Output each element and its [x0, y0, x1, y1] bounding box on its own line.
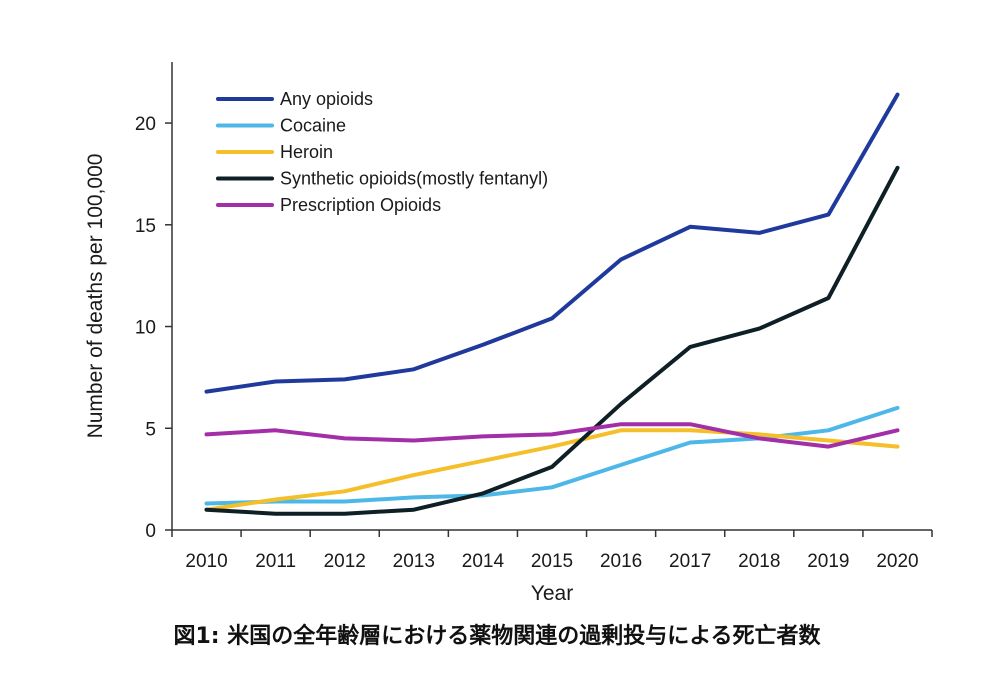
x-tick-label: 2016: [600, 551, 642, 572]
legend-label-4: Prescription Opioids: [280, 195, 441, 215]
series-line-4: [204, 422, 900, 449]
x-tick-label: 2014: [462, 551, 505, 572]
series-line-1: [204, 405, 900, 506]
x-tick-label: 2015: [531, 551, 573, 572]
x-tick-label: 2013: [393, 551, 435, 572]
x-tick-label: 2011: [255, 551, 296, 572]
series-line-3: [204, 165, 900, 516]
legend-label-1: Cocaine: [280, 116, 346, 136]
legend-label-0: Any opioids: [280, 89, 373, 109]
x-axis-title: Year: [531, 582, 573, 605]
y-tick-label: 5: [145, 419, 156, 440]
chart-series: [204, 92, 900, 516]
x-tick-label: 2018: [738, 551, 780, 572]
legend-label-3: Synthetic opioids(mostly fentanyl): [280, 169, 548, 189]
y-tick-label: 15: [135, 216, 156, 237]
y-tick-label: 20: [135, 114, 156, 135]
series-line-2: [204, 428, 900, 512]
x-tick-label: 2012: [324, 551, 366, 572]
line-chart: 0 5 10 15 20 2010 2011 2012 2013 2014 2015 2016 2017…: [84, 62, 933, 605]
x-tick-label: 2010: [185, 551, 227, 572]
figure-caption: 図1: 米国の全年齢層における薬物関連の過剰投与による死亡者数: [173, 624, 821, 649]
chart-legend: Any opioids Cocaine Heroin Synthetic opioid…: [216, 89, 548, 215]
x-tick-label: 2019: [807, 551, 849, 572]
x-tick-label: 2017: [669, 551, 711, 572]
chart-axes: 0 5 10 15 20 2010 2011 2012 2013 2014 2015 2016 2017…: [135, 62, 933, 572]
legend-label-2: Heroin: [280, 142, 333, 162]
y-tick-label: 0: [145, 521, 156, 542]
series-line-0: [204, 92, 900, 394]
y-tick-label: 10: [135, 318, 156, 339]
x-tick-label: 2020: [876, 551, 918, 572]
y-axis-title: Number of deaths per 100,000: [84, 154, 107, 439]
